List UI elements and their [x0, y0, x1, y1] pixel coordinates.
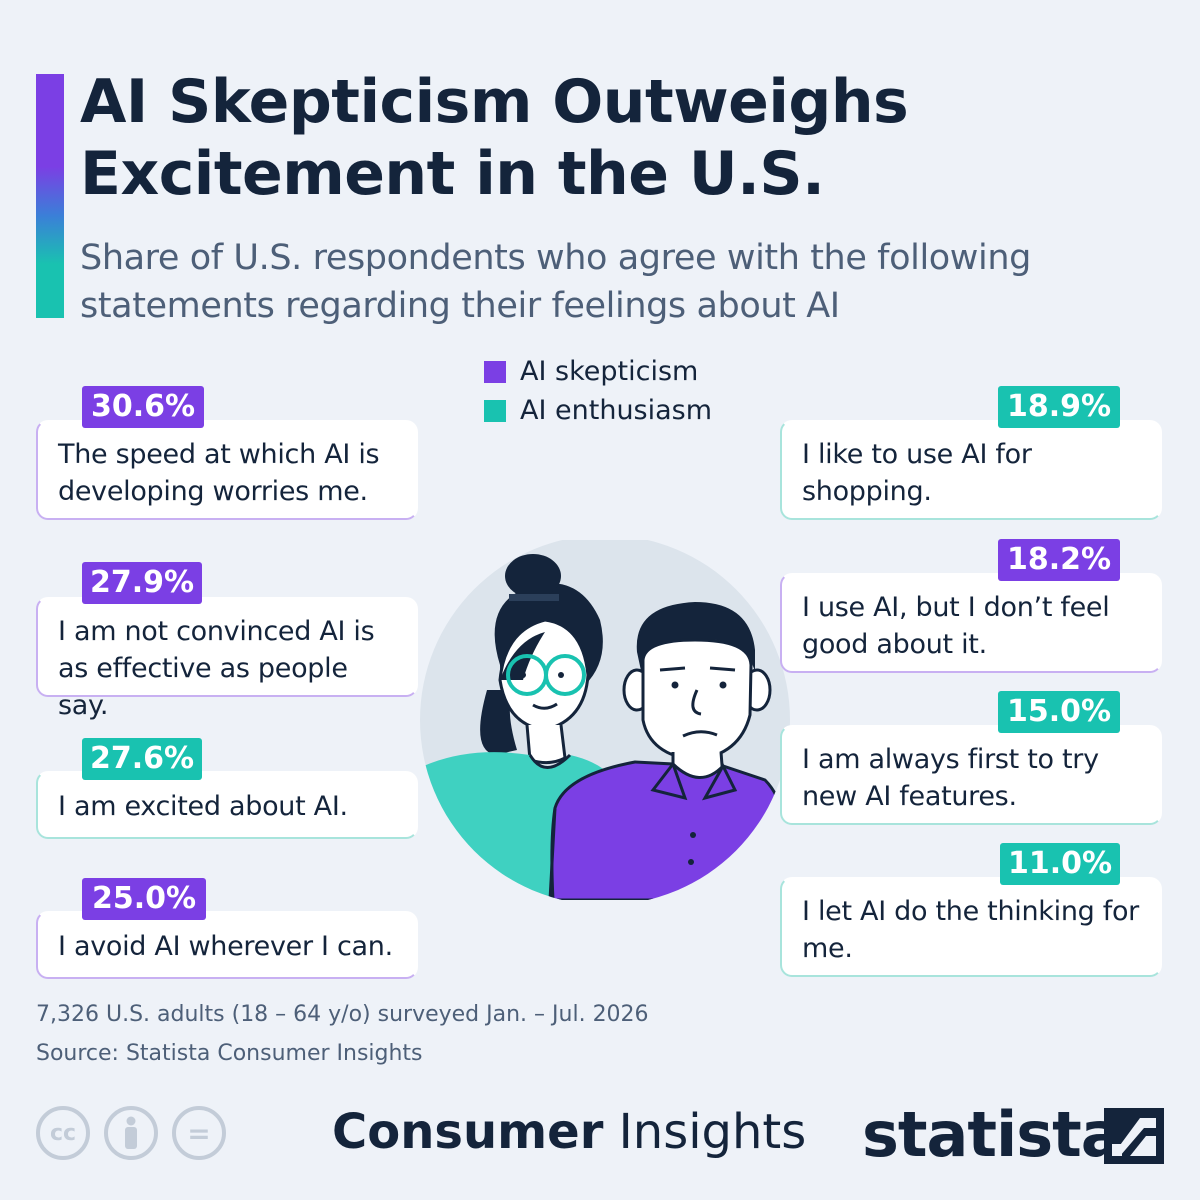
statista-logo-icon[interactable]	[1104, 1108, 1164, 1164]
value-badge: 27.9%	[82, 562, 202, 604]
statement-text: I am not convinced AI is as effective as…	[58, 616, 375, 721]
statement-card: I am not convinced AI is as effective as…	[36, 597, 418, 721]
statement-card: I am always first to try new AI features…	[780, 725, 1162, 825]
legend-item-skepticism: AI skepticism	[484, 352, 712, 391]
value-badge: 25.0%	[82, 878, 206, 920]
people-illustration	[420, 540, 790, 900]
consumer-insights-brand: Consumer Insights	[332, 1104, 806, 1160]
title-accent-bar	[36, 74, 64, 318]
legend-swatch-skepticism	[484, 360, 506, 383]
statement-text: The speed at which AI is developing worr…	[58, 439, 380, 507]
cc-icon[interactable]: cc	[36, 1106, 90, 1160]
statista-logo-text[interactable]: statista	[862, 1098, 1123, 1171]
value-badge: 18.9%	[998, 386, 1120, 428]
legend: AI skepticism AI enthusiasm	[484, 352, 712, 430]
value-badge: 27.6%	[82, 738, 202, 780]
legend-label-enthusiasm: AI enthusiasm	[520, 395, 713, 426]
statement-card: I am excited about AI.	[36, 771, 418, 839]
statement-card: I use AI, but I don’t feel good about it…	[780, 573, 1162, 673]
attribution-icon[interactable]	[104, 1106, 158, 1160]
page-title: AI Skepticism Outweighs Excitement in th…	[80, 67, 909, 209]
statement-card: I avoid AI wherever I can.	[36, 911, 418, 979]
brand-bold: Consumer	[332, 1104, 604, 1160]
value-badge: 18.2%	[998, 539, 1120, 581]
no-derivatives-icon[interactable]: =	[172, 1106, 226, 1160]
statement-card: The speed at which AI is developing worr…	[36, 420, 418, 520]
value-badge: 11.0%	[1000, 843, 1120, 885]
survey-note: 7,326 U.S. adults (18 – 64 y/o) surveyed…	[36, 1002, 649, 1027]
statement-card: I like to use AI for shopping.	[780, 420, 1162, 520]
source-note: Source: Statista Consumer Insights	[36, 1041, 423, 1066]
license-icons: cc =	[36, 1106, 226, 1160]
legend-swatch-enthusiasm	[484, 399, 506, 422]
statement-text: I am always first to try new AI features…	[802, 744, 1099, 812]
legend-label-skepticism: AI skepticism	[520, 356, 699, 387]
legend-item-enthusiasm: AI enthusiasm	[484, 391, 712, 430]
statement-text: I let AI do the thinking for me.	[802, 896, 1139, 964]
brand-light: Insights	[603, 1104, 807, 1160]
statement-card: I let AI do the thinking for me.	[780, 877, 1162, 977]
value-badge: 15.0%	[998, 691, 1120, 733]
statement-text: I use AI, but I don’t feel good about it…	[802, 592, 1110, 660]
statement-text: I am excited about AI.	[58, 791, 348, 822]
statement-text: I like to use AI for shopping.	[802, 439, 1032, 507]
statement-text: I avoid AI wherever I can.	[58, 931, 393, 962]
page-subtitle: Share of U.S. respondents who agree with…	[80, 238, 1031, 326]
value-badge: 30.6%	[82, 386, 204, 428]
